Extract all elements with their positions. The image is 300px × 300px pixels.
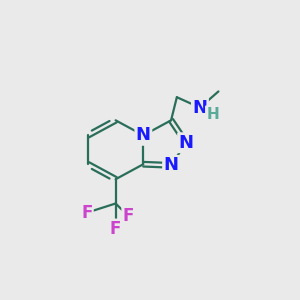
Text: N: N <box>193 99 208 117</box>
Text: N: N <box>136 126 151 144</box>
Text: F: F <box>110 220 121 238</box>
Text: N: N <box>178 134 194 152</box>
Text: N: N <box>164 156 178 174</box>
Text: F: F <box>123 207 134 225</box>
Text: F: F <box>81 204 92 222</box>
Text: H: H <box>206 106 219 122</box>
